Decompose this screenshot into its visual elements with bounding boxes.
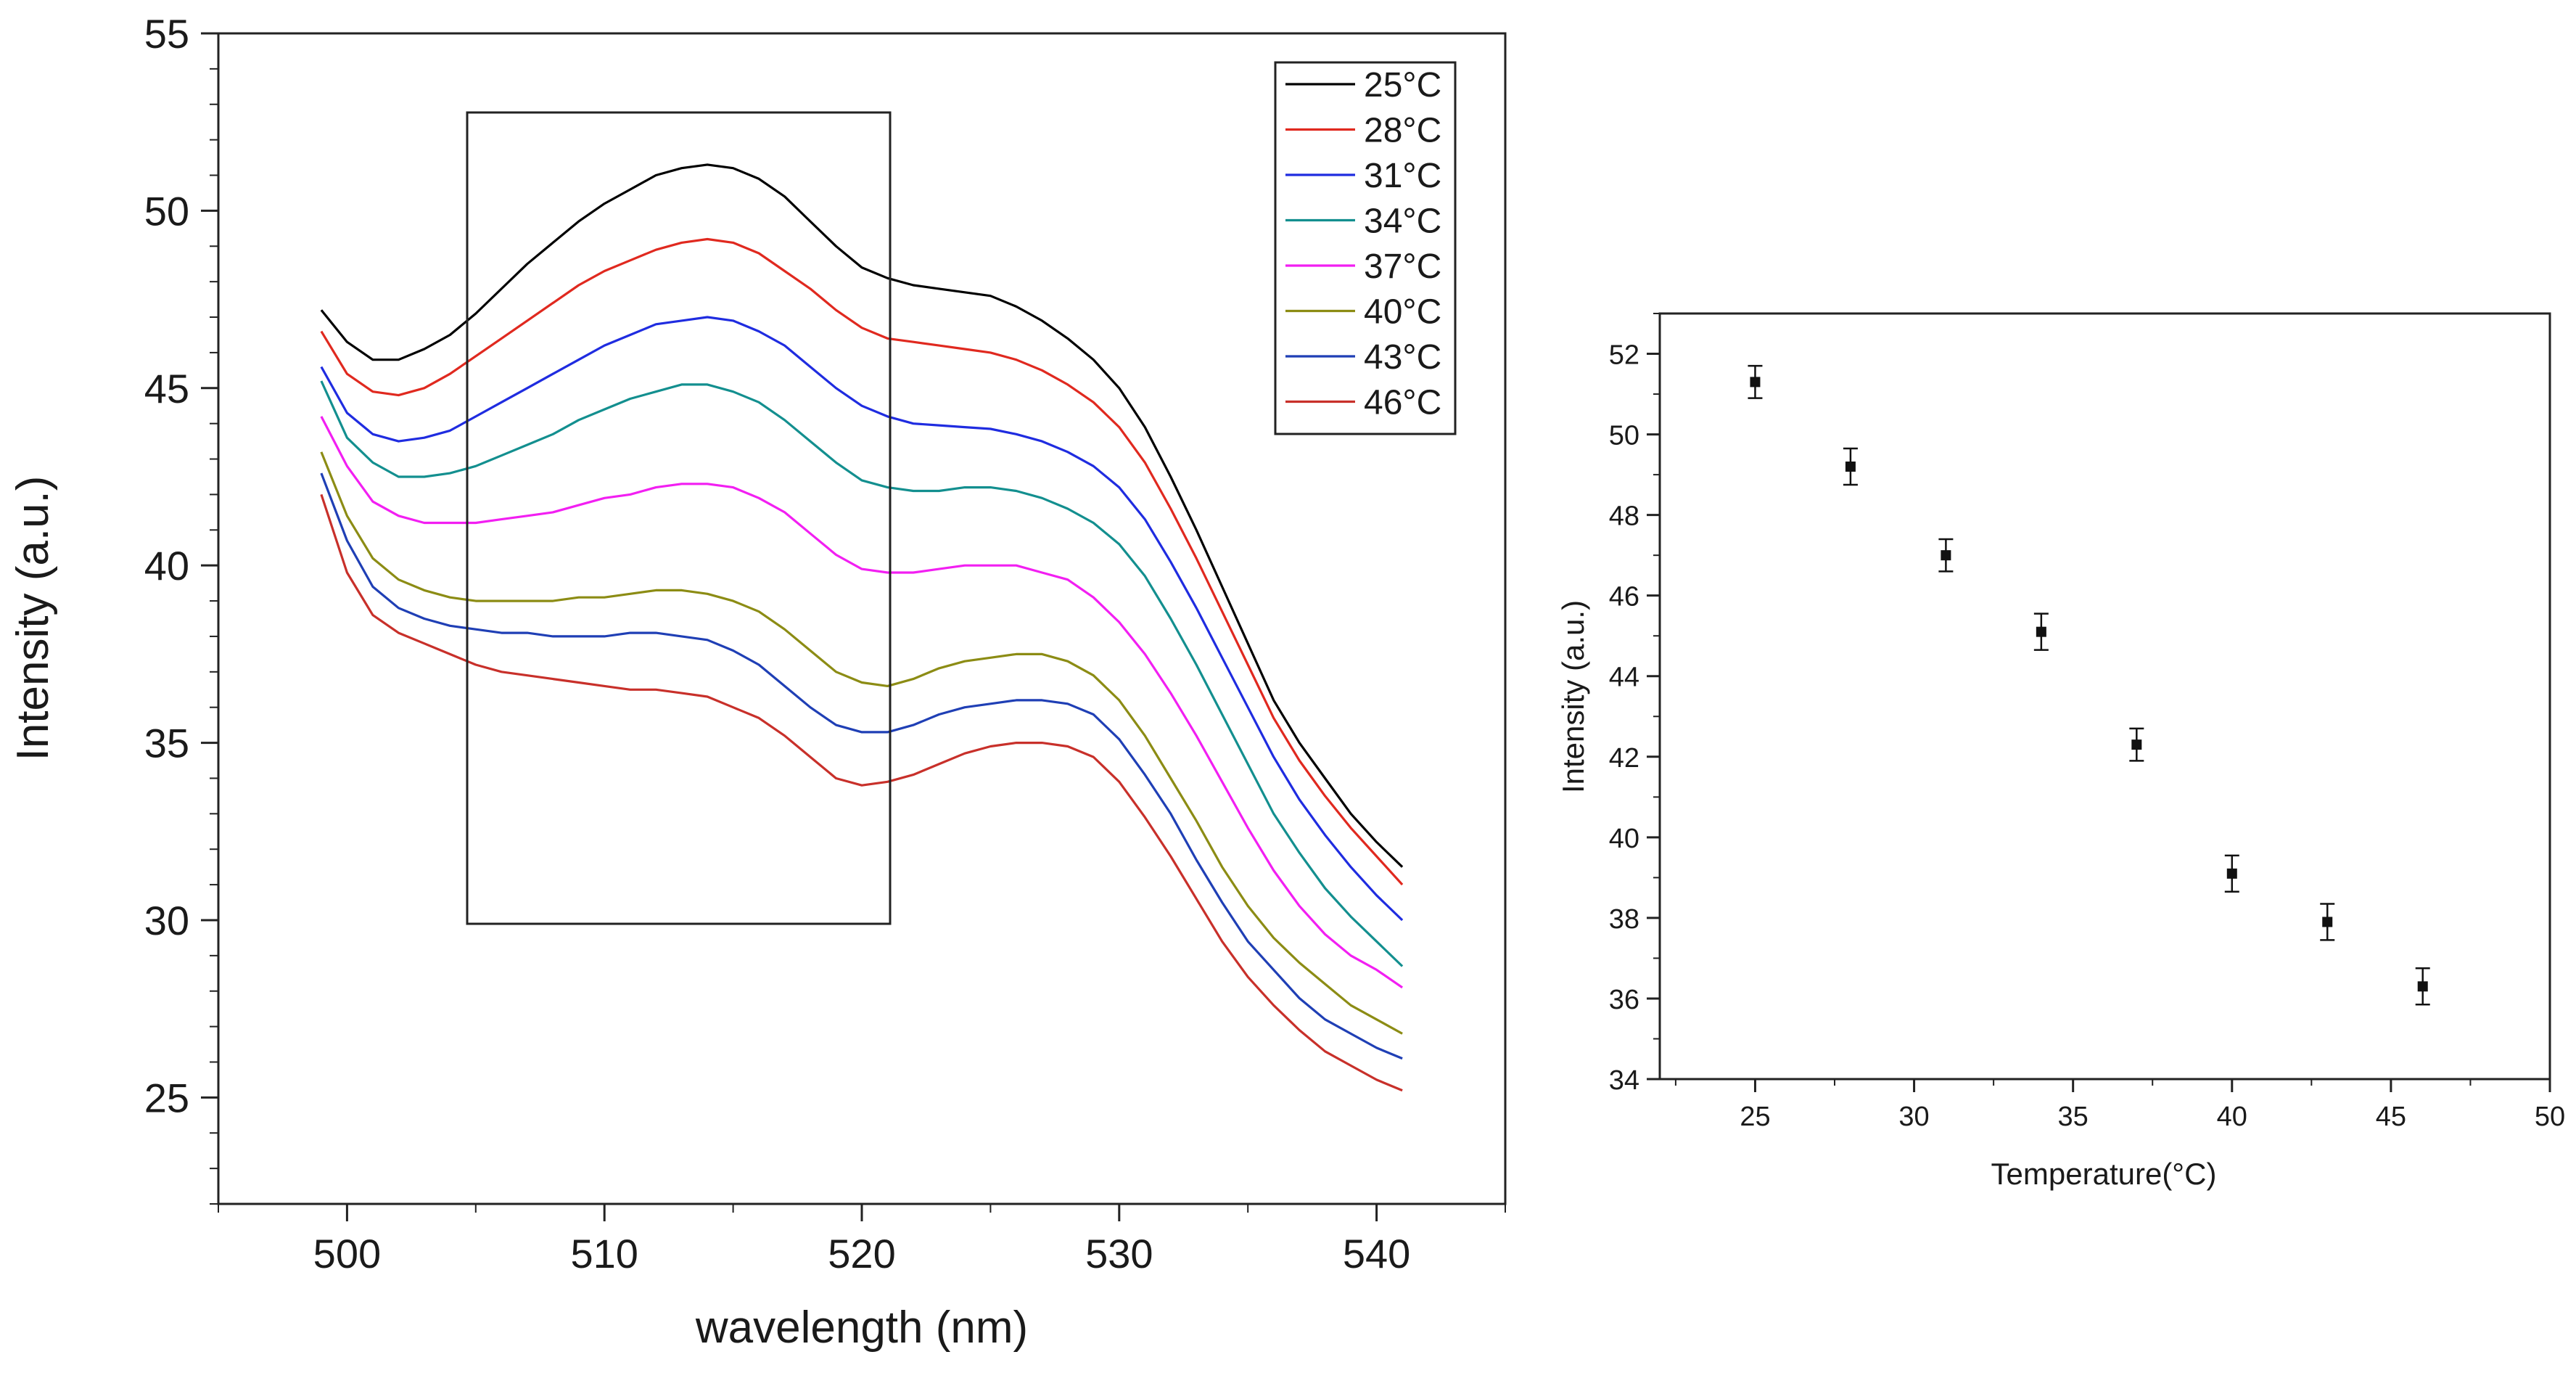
y-tick-label: 45 xyxy=(144,366,189,411)
temperature-y-axis-label: Intensity (a.u.) xyxy=(1556,600,1590,793)
data-point xyxy=(1845,462,1856,472)
x-tick-label: 530 xyxy=(1085,1231,1153,1276)
series-line-8 xyxy=(320,493,1403,1092)
series-line-1 xyxy=(320,163,1404,868)
temperature-chart: 34 36 38 40 42 44 46 48 50 52 25 30 35 40 45 50 Tempera… xyxy=(1556,312,2565,1191)
legend-box xyxy=(1274,61,1457,435)
data-point xyxy=(2036,626,2046,637)
y-tick-label: 36 xyxy=(1609,985,1639,1015)
y-tick-label: 44 xyxy=(1609,663,1639,693)
y-tick-label: 38 xyxy=(1609,904,1639,935)
data-point xyxy=(1750,377,1761,388)
spectra-legend: 25°C 28°C 31°C 34°C 37°C 40°C 43°C 46°C xyxy=(1274,61,1457,435)
legend-label: 31°C xyxy=(1364,157,1441,195)
y-tick-label: 40 xyxy=(144,543,189,589)
x-tick-label: 25 xyxy=(1740,1102,1770,1132)
legend-label: 37°C xyxy=(1364,247,1441,286)
y-tick-label: 34 xyxy=(1609,1065,1639,1096)
series-line-7 xyxy=(320,472,1403,1060)
spectra-series-lines xyxy=(320,163,1404,1092)
series-line-4 xyxy=(320,380,1404,967)
y-tick-label: 42 xyxy=(1609,743,1639,774)
temperature-plot-frame xyxy=(1658,312,2551,1081)
spectra-y-axis-label: Intensity (a.u.) xyxy=(8,476,58,761)
y-tick-label: 30 xyxy=(144,898,189,943)
data-point xyxy=(2226,868,2237,879)
x-tick-label: 520 xyxy=(828,1231,895,1276)
y-tick-label: 48 xyxy=(1609,501,1639,532)
series-line-2 xyxy=(320,237,1404,886)
legend-label: 46°C xyxy=(1364,384,1441,422)
x-tick-label: 35 xyxy=(2058,1102,2089,1132)
temperature-data-points xyxy=(1748,364,2430,1006)
y-tick-label: 52 xyxy=(1609,340,1639,371)
temperature-axis-ticks: 34 36 38 40 42 44 46 48 50 52 25 30 35 40 45 50 xyxy=(1609,313,2565,1132)
data-point xyxy=(2322,917,2333,927)
y-tick-label: 35 xyxy=(144,721,189,766)
x-tick-label: 30 xyxy=(1898,1102,1929,1132)
spectra-x-axis-label: wavelength (nm) xyxy=(695,1303,1028,1353)
x-tick-label: 50 xyxy=(2535,1102,2565,1132)
highlight-box xyxy=(466,111,892,925)
x-tick-label: 45 xyxy=(2376,1102,2406,1132)
spectra-chart: 25 30 35 40 45 50 55 500 510 520 530 540 25°C 28°C 31… xyxy=(8,11,1507,1353)
temperature-x-axis-label: Temperature(°C) xyxy=(1991,1157,2217,1191)
x-tick-label: 510 xyxy=(570,1231,638,1276)
series-line-6 xyxy=(320,451,1403,1035)
y-tick-label: 55 xyxy=(144,11,189,57)
x-tick-label: 40 xyxy=(2217,1102,2247,1132)
spectra-axis-ticks: 25 30 35 40 45 50 55 500 510 520 530 540 xyxy=(144,11,1506,1276)
y-tick-label: 46 xyxy=(1609,582,1639,612)
legend-label: 28°C xyxy=(1364,112,1441,150)
x-tick-label: 500 xyxy=(313,1231,381,1276)
y-tick-label: 50 xyxy=(1609,421,1639,451)
y-tick-label: 50 xyxy=(144,188,189,234)
data-point xyxy=(2131,739,2142,750)
y-tick-label: 40 xyxy=(1609,824,1639,854)
legend-label: 43°C xyxy=(1364,338,1441,377)
y-tick-label: 25 xyxy=(144,1075,189,1120)
legend-label: 40°C xyxy=(1364,293,1441,332)
series-line-3 xyxy=(320,316,1404,922)
series-line-5 xyxy=(320,416,1404,989)
legend-label: 34°C xyxy=(1364,202,1441,241)
legend-label: 25°C xyxy=(1364,66,1441,104)
data-point xyxy=(1941,550,1951,561)
x-tick-label: 540 xyxy=(1343,1231,1410,1276)
data-point xyxy=(2417,981,2428,992)
